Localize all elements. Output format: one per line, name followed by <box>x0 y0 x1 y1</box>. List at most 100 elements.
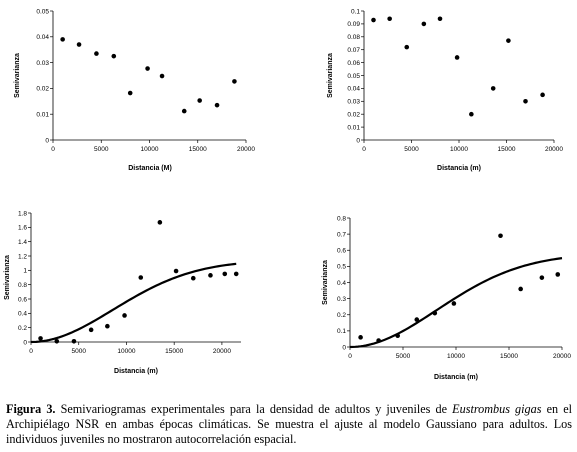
data-point <box>358 335 363 340</box>
y-tick-label: 0.05 <box>347 73 360 80</box>
y-tick-label: 0.2 <box>337 312 346 319</box>
y-tick-label: 0.3 <box>337 296 346 303</box>
x-tick-label: 10000 <box>450 146 468 153</box>
y-tick-label: 1.2 <box>18 253 27 260</box>
y-tick-label: 0.04 <box>36 34 49 41</box>
x-tick-label: 15000 <box>497 146 515 153</box>
x-tick-label: 10000 <box>140 146 158 153</box>
y-tick-label: 0.8 <box>18 282 27 289</box>
x-tick-label: 20000 <box>553 353 571 360</box>
data-point <box>523 99 528 104</box>
data-point <box>404 44 410 50</box>
data-point <box>157 220 163 225</box>
data-point <box>421 21 427 27</box>
x-tick-label: 5000 <box>396 353 411 360</box>
data-point <box>159 73 165 79</box>
caption-label: Figura 3. <box>6 402 56 416</box>
y-tick-label: 0.01 <box>347 124 360 131</box>
data-point <box>232 79 237 84</box>
x-tick-label: 15000 <box>165 348 183 355</box>
x-tick-label: 15000 <box>189 146 207 153</box>
data-point <box>138 275 144 280</box>
y-axis-label: Semivarianza <box>327 53 334 98</box>
x-axis-label: Distancia (m) <box>114 368 158 375</box>
y-tick-label: 0.04 <box>347 86 360 93</box>
x-tick-label: 5000 <box>404 146 419 153</box>
data-point <box>518 286 523 292</box>
x-tick-label: 0 <box>51 146 55 153</box>
x-tick-label: 0 <box>29 348 33 355</box>
figure-caption: Figura 3. Semivariogramas experimentales… <box>6 402 572 447</box>
y-tick-label: 0.08 <box>347 34 360 41</box>
y-tick-label: 0.4 <box>337 280 346 287</box>
data-point <box>60 37 65 42</box>
y-tick-label: 0.4 <box>18 311 27 318</box>
y-tick-label: 0.1 <box>337 328 346 335</box>
x-axis-label: Distancia (m) <box>434 374 478 381</box>
data-point <box>145 66 150 71</box>
x-tick-label: 5000 <box>71 348 86 355</box>
gaussian-fit-curve <box>349 257 563 349</box>
y-tick-label: 0 <box>342 344 346 351</box>
y-tick-label: 0.7 <box>337 231 346 238</box>
data-point <box>222 271 228 277</box>
x-tick-label: 10000 <box>447 353 465 360</box>
data-point <box>76 42 82 47</box>
y-axis-label: Semivarianza <box>14 53 21 98</box>
x-tick-label: 10000 <box>117 348 135 355</box>
data-point <box>454 55 460 60</box>
data-point <box>181 108 187 114</box>
y-tick-label: 0.05 <box>36 8 49 15</box>
data-point <box>38 336 43 341</box>
y-tick-label: 1.4 <box>18 239 27 246</box>
y-tick-label: 0 <box>23 339 27 346</box>
caption-species: Eustrombus gigas <box>452 402 542 416</box>
data-point <box>214 102 220 108</box>
data-point <box>451 301 457 306</box>
gaussian-fit-curve <box>30 262 237 344</box>
x-tick-label: 0 <box>362 146 366 153</box>
y-tick-label: 1.6 <box>18 225 27 232</box>
x-tick-label: 5000 <box>94 146 109 153</box>
y-tick-label: 0.6 <box>18 296 27 303</box>
data-point <box>555 272 561 277</box>
data-point <box>414 317 420 322</box>
y-tick-label: 0.8 <box>337 215 346 222</box>
y-tick-label: 0.01 <box>36 112 49 119</box>
y-tick-label: 0.5 <box>337 264 346 271</box>
x-tick-label: 20000 <box>213 348 231 355</box>
y-tick-label: 0.02 <box>36 86 49 93</box>
y-tick-label: 0.02 <box>347 112 360 119</box>
y-tick-label: 0 <box>45 137 49 144</box>
data-point <box>469 111 474 117</box>
data-point <box>540 92 545 98</box>
chart-1: 0 0.01 0.02 0.03 0.04 0.05 0 5000 10000 15000 2000… <box>14 8 255 172</box>
data-point <box>208 273 213 278</box>
x-tick-label: 15000 <box>500 353 518 360</box>
data-point <box>127 90 133 96</box>
data-point <box>506 38 511 43</box>
y-tick-label: 1.8 <box>18 210 27 217</box>
data-point <box>54 338 60 344</box>
y-tick-label: 1 <box>23 268 27 275</box>
data-point <box>122 313 127 318</box>
x-tick-label: 0 <box>348 353 352 360</box>
y-tick-label: 0.6 <box>337 248 346 255</box>
y-axis-label: Semivarianza <box>4 255 11 300</box>
data-point <box>190 275 196 281</box>
y-tick-label: 0.07 <box>347 47 360 54</box>
data-point <box>94 51 99 56</box>
data-point <box>490 86 496 91</box>
data-point <box>111 53 117 59</box>
data-point <box>432 310 438 316</box>
data-point <box>173 268 179 274</box>
x-tick-label: 20000 <box>545 146 563 153</box>
x-tick-label: 20000 <box>237 146 255 153</box>
data-point <box>395 333 401 339</box>
data-point <box>539 275 545 280</box>
data-point <box>371 17 376 23</box>
data-point <box>197 98 202 103</box>
data-point <box>233 271 239 277</box>
data-point <box>376 338 381 343</box>
caption-text-2: en el Archipiélago NSR en ambas épocas c… <box>6 402 572 446</box>
